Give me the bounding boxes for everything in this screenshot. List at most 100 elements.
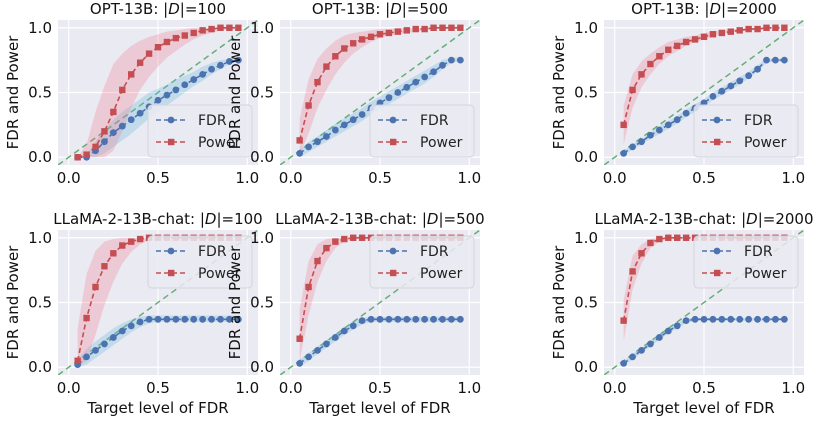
- fdr-point: [456, 315, 464, 323]
- legend-label-fdr: FDR: [420, 244, 449, 260]
- x-axis-label: Target level of FDR: [86, 399, 228, 417]
- y-tick-label: 0.5: [250, 294, 274, 312]
- legend-marker-power: [168, 138, 175, 146]
- power-point: [332, 53, 339, 60]
- fdr-point: [163, 315, 171, 323]
- subplot-title: OPT-13B: |D|=100: [90, 0, 226, 18]
- fdr-point: [127, 322, 135, 330]
- power-point: [163, 38, 171, 46]
- fdr-point: [403, 315, 411, 323]
- fdr-point: [727, 82, 735, 90]
- power-point: [92, 283, 99, 291]
- y-tick-label: 0.0: [250, 148, 274, 166]
- power-point: [709, 31, 717, 38]
- fdr-point: [430, 315, 437, 323]
- fdr-point: [673, 116, 681, 124]
- power-point: [385, 29, 393, 37]
- y-axis-label: FDR and Power: [550, 245, 568, 360]
- legend-label-power: Power: [420, 135, 463, 151]
- y-axis-label: FDR and Power: [226, 35, 244, 150]
- fdr-point: [208, 315, 215, 323]
- fdr-point: [234, 315, 242, 323]
- subplot-title: LLaMA-2-13B-chat: |D|=500: [275, 210, 484, 228]
- diagonal-reference-line: [58, 20, 258, 165]
- x-tick-label: 0.5: [368, 169, 392, 187]
- y-tick-label: 0.5: [250, 84, 274, 102]
- fdr-point: [691, 315, 699, 323]
- power-point: [772, 24, 779, 31]
- legend: FDR Power: [147, 235, 253, 289]
- fdr-point: [349, 116, 357, 124]
- power-point: [119, 86, 126, 94]
- legend: FDR Power: [693, 104, 799, 158]
- fdr-point: [718, 315, 726, 323]
- y-tick-label: 0.0: [574, 148, 598, 166]
- fdr-confidence-band: [77, 315, 239, 368]
- fdr-point: [456, 56, 464, 64]
- fdr-point: [199, 315, 207, 323]
- x-tick-label: 1.0: [457, 169, 481, 187]
- power-confidence-band: [299, 27, 461, 155]
- power-point: [136, 59, 144, 66]
- x-tick-label: 0.5: [146, 379, 170, 397]
- x-tick-label: 0.0: [57, 379, 81, 397]
- fdr-point: [709, 92, 717, 100]
- fdr-point: [763, 315, 770, 323]
- power-point: [332, 238, 339, 245]
- power-point: [736, 27, 743, 34]
- power-point: [110, 250, 117, 257]
- power-point: [154, 43, 162, 51]
- fdr-point: [127, 116, 135, 124]
- fdr-point: [190, 76, 198, 83]
- fdr-point: [780, 56, 788, 64]
- fdr-point: [763, 56, 770, 64]
- fdr-point: [331, 126, 339, 134]
- subplot-title: LLaMA-2-13B-chat: |D|=100: [53, 210, 262, 228]
- power-point: [208, 25, 215, 33]
- power-point: [647, 239, 654, 247]
- subplot-title: LLaMA-2-13B-chat: |D|=2000: [595, 210, 814, 228]
- legend-label-fdr: FDR: [744, 244, 773, 260]
- fdr-point: [385, 315, 393, 323]
- x-tick-label: 1.0: [781, 379, 805, 397]
- power-point: [403, 27, 410, 34]
- legend-marker-power: [168, 269, 175, 277]
- fdr-point: [163, 91, 171, 99]
- power-point: [367, 33, 375, 41]
- diagonal-reference-line: [604, 20, 804, 165]
- subplot-title: OPT-13B: |D|=2000: [631, 0, 777, 18]
- power-point: [181, 32, 188, 39]
- power-point: [190, 29, 197, 37]
- power-point: [226, 24, 233, 31]
- legend-label-power: Power: [420, 266, 463, 282]
- power-point: [430, 24, 437, 31]
- fdr-point: [620, 359, 628, 367]
- legend-marker-fdr: [389, 247, 397, 255]
- power-point: [656, 235, 663, 243]
- legend-marker-power: [714, 269, 721, 277]
- fdr-point: [109, 129, 117, 137]
- y-tick-label: 1.0: [28, 229, 52, 247]
- legend-marker-fdr: [167, 247, 175, 255]
- x-tick-label: 0.5: [692, 379, 716, 397]
- y-tick-label: 1.0: [574, 19, 598, 37]
- fdr-point: [358, 111, 366, 118]
- power-point: [358, 36, 366, 43]
- fdr-point: [718, 87, 726, 95]
- fdr-point: [754, 315, 761, 323]
- fdr-point: [217, 315, 224, 323]
- legend: FDR Power: [369, 235, 475, 289]
- legend-label-power: Power: [198, 135, 241, 151]
- power-point: [691, 36, 699, 43]
- power-point: [727, 28, 734, 35]
- x-tick-label: 1.0: [235, 379, 259, 397]
- fdr-point: [217, 61, 224, 69]
- power-confidence-band: [299, 237, 461, 361]
- x-tick-label: 0.0: [603, 379, 627, 397]
- power-point: [83, 314, 90, 322]
- y-tick-label: 1.0: [250, 229, 274, 247]
- power-point: [235, 24, 242, 31]
- power-point: [376, 31, 384, 38]
- x-axis-label: Target level of FDR: [308, 399, 450, 417]
